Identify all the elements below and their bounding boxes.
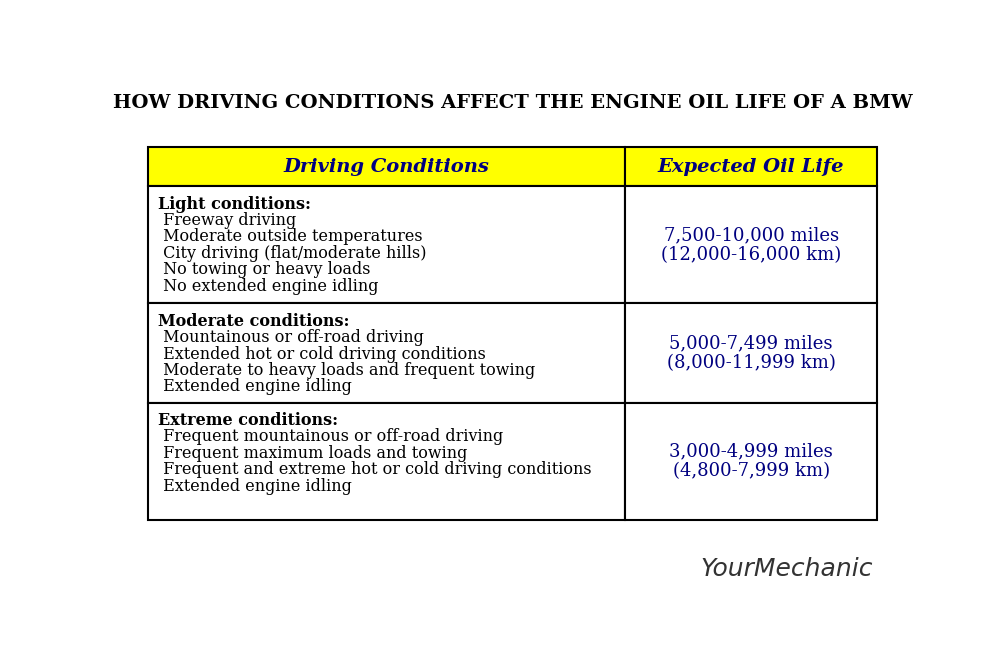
Text: Moderate outside temperatures: Moderate outside temperatures — [158, 229, 422, 245]
Text: Light conditions:: Light conditions: — [158, 195, 311, 213]
Text: HOW DRIVING CONDITIONS AFFECT THE ENGINE OIL LIFE OF A BMW: HOW DRIVING CONDITIONS AFFECT THE ENGINE… — [113, 94, 912, 112]
Text: 3,000-4,999 miles: 3,000-4,999 miles — [669, 442, 833, 460]
Text: Expected Oil Life: Expected Oil Life — [658, 157, 844, 175]
Text: Mountainous or off-road driving: Mountainous or off-road driving — [158, 329, 423, 346]
Text: Frequent maximum loads and towing: Frequent maximum loads and towing — [158, 445, 467, 462]
Bar — [148, 147, 625, 186]
Text: Extreme conditions:: Extreme conditions: — [158, 412, 338, 429]
Text: Extended hot or cold driving conditions: Extended hot or cold driving conditions — [158, 346, 485, 363]
Text: Extended engine idling: Extended engine idling — [158, 378, 351, 396]
Bar — [148, 186, 625, 303]
Text: Frequent mountainous or off-road driving: Frequent mountainous or off-road driving — [158, 428, 503, 446]
Text: Freeway driving: Freeway driving — [158, 212, 296, 229]
Text: Moderate to heavy loads and frequent towing: Moderate to heavy loads and frequent tow… — [158, 362, 535, 379]
Text: (12,000-16,000 km): (12,000-16,000 km) — [661, 245, 841, 263]
Text: Driving Conditions: Driving Conditions — [284, 157, 490, 175]
Bar — [625, 147, 877, 186]
Text: Frequent and extreme hot or cold driving conditions: Frequent and extreme hot or cold driving… — [158, 461, 591, 478]
Text: 7,500-10,000 miles: 7,500-10,000 miles — [664, 226, 839, 244]
Bar — [148, 403, 625, 520]
Text: 5,000-7,499 miles: 5,000-7,499 miles — [669, 334, 833, 352]
Text: No extended engine idling: No extended engine idling — [158, 277, 378, 295]
Bar — [625, 303, 877, 403]
Bar — [148, 303, 625, 403]
Text: Extended engine idling: Extended engine idling — [158, 478, 351, 494]
Text: Moderate conditions:: Moderate conditions: — [158, 313, 349, 329]
Text: (4,800-7,999 km): (4,800-7,999 km) — [673, 462, 830, 480]
Bar — [625, 186, 877, 303]
Text: No towing or heavy loads: No towing or heavy loads — [158, 261, 370, 278]
Text: (8,000-11,999 km): (8,000-11,999 km) — [667, 354, 836, 372]
Text: City driving (flat/moderate hills): City driving (flat/moderate hills) — [158, 245, 426, 262]
Text: YourMechanic: YourMechanic — [700, 557, 873, 581]
Bar — [625, 403, 877, 520]
